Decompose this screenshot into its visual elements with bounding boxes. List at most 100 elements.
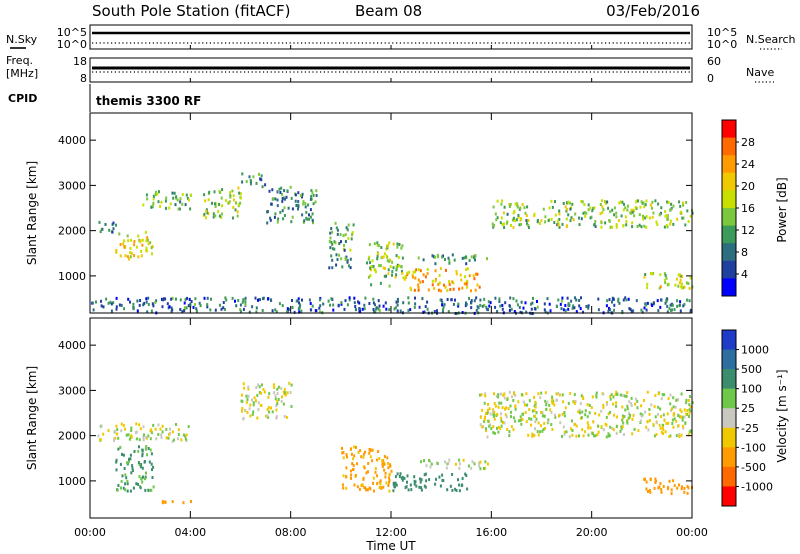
cpid-value: themis 3300 RF xyxy=(96,94,201,108)
data-cell xyxy=(221,188,224,192)
data-cell xyxy=(267,395,270,399)
data-cell xyxy=(527,223,530,227)
data-cell xyxy=(430,462,433,466)
data-cell xyxy=(404,275,407,278)
data-cell xyxy=(334,221,337,225)
data-cell xyxy=(484,394,487,398)
data-cell xyxy=(572,218,575,222)
data-cell xyxy=(477,306,480,310)
data-cell xyxy=(378,264,381,268)
data-cell xyxy=(150,462,153,466)
data-cell xyxy=(151,204,154,208)
data-cell xyxy=(185,306,188,310)
data-cell xyxy=(448,458,451,462)
data-cell xyxy=(666,283,669,287)
data-cell xyxy=(212,215,215,219)
data-cell xyxy=(543,302,546,306)
data-cell xyxy=(147,488,150,492)
data-cell xyxy=(590,406,593,410)
data-cell xyxy=(671,422,674,425)
data-cell xyxy=(383,252,386,256)
data-cell xyxy=(297,207,299,211)
data-cell xyxy=(655,432,658,436)
data-cell xyxy=(534,427,536,431)
colorbar-segment xyxy=(722,466,736,487)
data-cell xyxy=(478,285,481,289)
data-cell xyxy=(176,437,179,441)
data-cell xyxy=(434,269,437,273)
data-cell xyxy=(310,189,313,193)
data-cell xyxy=(643,399,645,402)
data-cell xyxy=(596,433,599,437)
data-cell xyxy=(419,280,422,284)
data-cell xyxy=(169,432,172,435)
data-cell xyxy=(615,401,618,405)
data-cell xyxy=(128,257,131,261)
data-cell xyxy=(99,438,102,441)
data-cell xyxy=(294,193,297,197)
data-cell xyxy=(485,305,488,309)
data-cell xyxy=(251,398,253,402)
data-cell xyxy=(275,404,278,408)
data-cell xyxy=(100,304,103,308)
data-cell xyxy=(624,296,627,300)
data-cell xyxy=(349,248,352,252)
data-cell xyxy=(279,191,282,194)
data-cell xyxy=(155,190,157,194)
data-cell xyxy=(665,276,668,280)
data-cell xyxy=(376,458,379,462)
data-cell xyxy=(597,297,600,301)
data-cell xyxy=(663,393,666,397)
data-cell xyxy=(139,465,142,469)
data-cell xyxy=(503,396,506,400)
data-cell xyxy=(445,466,448,470)
data-cell xyxy=(396,309,399,313)
data-cell xyxy=(377,307,380,311)
data-cell xyxy=(141,454,144,458)
data-cell xyxy=(138,303,141,307)
data-cell xyxy=(496,199,499,203)
data-cell xyxy=(257,383,259,387)
data-cell xyxy=(260,178,263,182)
data-cell xyxy=(609,425,612,429)
data-cell xyxy=(149,448,152,452)
data-cell xyxy=(640,414,643,418)
data-cell xyxy=(673,308,676,311)
data-cell xyxy=(344,233,347,237)
data-cell xyxy=(567,303,570,307)
data-cell xyxy=(664,430,667,434)
data-cell xyxy=(417,268,420,272)
data-cell xyxy=(531,301,534,305)
data-cell xyxy=(630,402,633,406)
data-cell xyxy=(512,216,515,220)
data-cell xyxy=(675,419,678,423)
data-cell xyxy=(105,297,108,301)
data-cell xyxy=(479,415,482,419)
y-tick-label: 1000 xyxy=(58,475,86,488)
data-cell xyxy=(562,400,565,404)
data-cell xyxy=(484,460,487,464)
data-cell xyxy=(546,297,549,301)
data-cell xyxy=(565,430,568,434)
data-cell xyxy=(130,435,133,439)
data-cell xyxy=(281,197,284,200)
data-cell xyxy=(512,399,515,402)
data-cell xyxy=(219,191,222,194)
data-cell xyxy=(288,307,291,311)
data-cell xyxy=(385,274,387,278)
data-cell xyxy=(531,434,534,438)
data-cell xyxy=(252,403,255,407)
data-cell xyxy=(491,222,494,226)
data-cell xyxy=(685,281,688,285)
freq-label-line1: Freq. xyxy=(6,54,33,67)
data-cell xyxy=(234,208,237,212)
data-cell xyxy=(268,392,271,396)
data-cell xyxy=(500,202,503,206)
data-cell xyxy=(597,430,600,434)
data-cell xyxy=(350,452,353,456)
data-cell xyxy=(130,238,133,242)
data-cell xyxy=(564,406,567,410)
data-cell xyxy=(519,415,522,419)
data-cell xyxy=(594,411,597,415)
data-cell xyxy=(634,397,637,401)
